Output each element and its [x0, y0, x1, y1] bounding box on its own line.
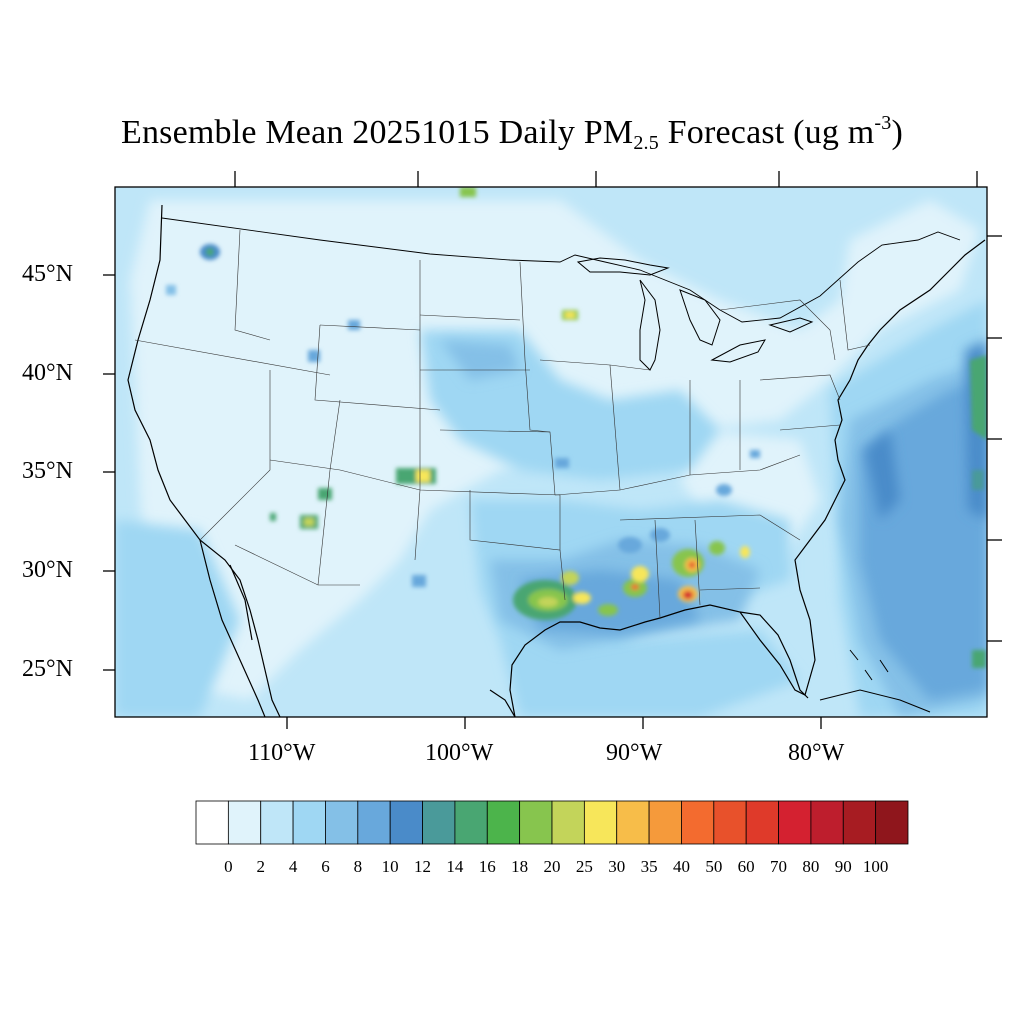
colorbar-tick-label: 35	[640, 857, 658, 876]
colorbar-swatch	[454, 800, 488, 845]
colorbar-tick-label: 70	[770, 857, 788, 876]
colorbar-swatch	[713, 800, 747, 845]
colorbar-swatch	[842, 800, 877, 845]
colorbar-swatch	[519, 800, 553, 845]
lat-label: 25°N	[22, 656, 73, 682]
colorbar-tick-label: 30	[608, 857, 626, 876]
state-lines	[134, 229, 871, 619]
colorbar-swatch	[422, 800, 456, 845]
gulf-band	[500, 630, 800, 717]
colorbar-swatch	[195, 800, 229, 845]
colorbar-swatch	[260, 800, 294, 845]
hotspots	[166, 187, 986, 668]
colorbar-swatch	[583, 800, 618, 845]
colorbar-tick-label: 40	[672, 857, 690, 876]
colorbar-swatch	[389, 800, 423, 845]
lake-erie	[710, 339, 766, 363]
colorbar-tick-label: 14	[446, 857, 464, 876]
colorbar-tick-label: 50	[705, 857, 723, 876]
colorbar-swatch	[681, 800, 715, 845]
lon-label: 110°W	[248, 740, 316, 766]
pacific-band	[115, 520, 240, 717]
concentration-field	[115, 187, 987, 717]
colorbar-tick-label: 16	[478, 857, 496, 876]
colorbar-swatch	[810, 800, 844, 845]
colorbar-swatch	[551, 800, 585, 845]
colorbar-tick-label: 18	[511, 857, 529, 876]
colorbar-tick-label: 8	[353, 857, 363, 876]
lake-ontario	[768, 317, 814, 333]
colorbar-swatch	[227, 800, 262, 845]
colorbar-swatch	[357, 800, 391, 845]
colorbar-tick-label: 12	[414, 857, 432, 876]
colorbar-tick-label: 4	[288, 857, 298, 876]
gulf-coast	[509, 239, 986, 717]
plot-frame	[114, 186, 988, 718]
colorbar-tick-label: 100	[862, 857, 889, 876]
map-title: Ensemble Mean 20251015 Daily PM2.5 Forec…	[120, 112, 904, 154]
colorbar-swatch	[486, 800, 521, 845]
lake-superior	[576, 257, 670, 276]
colorbar-swatch	[325, 800, 359, 845]
lat-label: 45°N	[22, 261, 73, 287]
colorbar-tick-label: 10	[381, 857, 399, 876]
lon-label: 80°W	[788, 740, 845, 766]
lake-huron	[679, 289, 721, 346]
colorbar-tick-label: 0	[224, 857, 233, 876]
colorbar-tick-label: 20	[543, 857, 561, 876]
colorbar-swatch	[292, 800, 326, 845]
colorbar-tick-label: 2	[256, 857, 265, 876]
lat-label: 40°N	[22, 360, 73, 386]
colorbar-tick-label: 60	[737, 857, 755, 876]
colorbar-swatch	[616, 800, 650, 845]
axis-ticks	[103, 171, 1002, 729]
colorbar	[195, 800, 909, 845]
florida	[739, 611, 809, 699]
lon-label: 100°W	[425, 740, 494, 766]
colorbar-tick-label: 80	[802, 857, 820, 876]
colorbar-tick-label: 90	[834, 857, 852, 876]
colorbar-swatch	[875, 800, 909, 845]
colorbar-swatch	[648, 800, 682, 845]
colorbar-tick-label: 6	[321, 857, 330, 876]
pacific-coast	[127, 204, 281, 717]
lat-label: 35°N	[22, 458, 73, 484]
lat-label: 30°N	[22, 557, 73, 583]
lon-label: 90°W	[606, 740, 663, 766]
colorbar-swatch	[778, 800, 812, 845]
colorbar-tick-label: 25	[575, 857, 593, 876]
colorbar-swatch	[745, 800, 779, 845]
